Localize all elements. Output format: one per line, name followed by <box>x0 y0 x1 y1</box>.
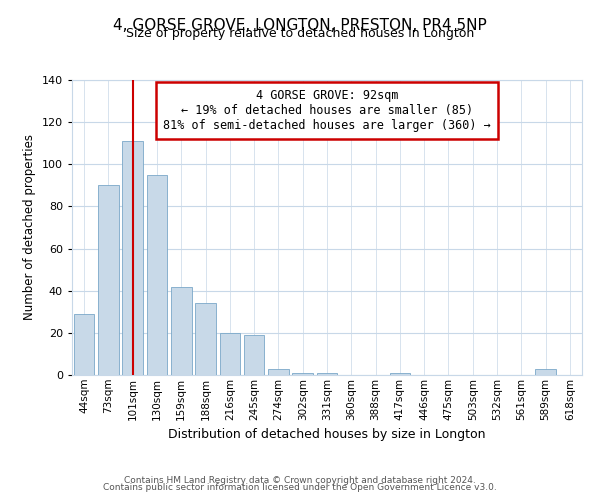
Bar <box>220 333 240 375</box>
Bar <box>244 335 265 375</box>
Text: Size of property relative to detached houses in Longton: Size of property relative to detached ho… <box>126 28 474 40</box>
Bar <box>122 141 143 375</box>
Y-axis label: Number of detached properties: Number of detached properties <box>23 134 36 320</box>
Text: Contains public sector information licensed under the Open Government Licence v3: Contains public sector information licen… <box>103 484 497 492</box>
Text: 4, GORSE GROVE, LONGTON, PRESTON, PR4 5NP: 4, GORSE GROVE, LONGTON, PRESTON, PR4 5N… <box>113 18 487 32</box>
X-axis label: Distribution of detached houses by size in Longton: Distribution of detached houses by size … <box>168 428 486 441</box>
Bar <box>146 175 167 375</box>
Bar <box>535 368 556 375</box>
Bar <box>171 286 191 375</box>
Bar <box>317 373 337 375</box>
Bar <box>292 373 313 375</box>
Bar <box>195 304 216 375</box>
Bar <box>389 373 410 375</box>
Text: 4 GORSE GROVE: 92sqm
← 19% of detached houses are smaller (85)
81% of semi-detac: 4 GORSE GROVE: 92sqm ← 19% of detached h… <box>163 89 491 132</box>
Text: Contains HM Land Registry data © Crown copyright and database right 2024.: Contains HM Land Registry data © Crown c… <box>124 476 476 485</box>
Bar <box>268 368 289 375</box>
Bar <box>74 314 94 375</box>
Bar <box>98 186 119 375</box>
